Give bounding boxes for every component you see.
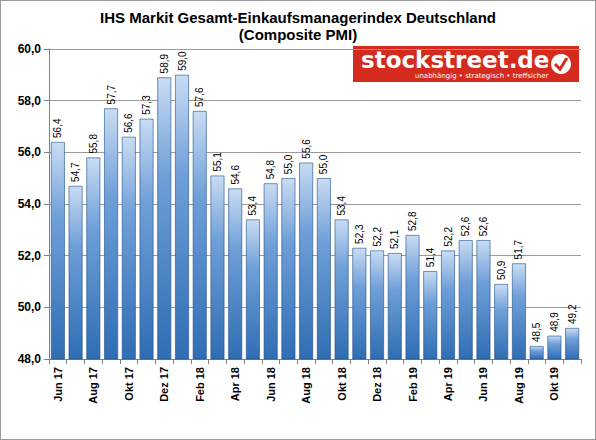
svg-text:Apr 18: Apr 18 (229, 367, 241, 401)
svg-text:52,1: 52,1 (389, 229, 400, 249)
svg-text:55,8: 55,8 (88, 134, 99, 154)
svg-text:52,6: 52,6 (460, 216, 471, 236)
svg-text:49,2: 49,2 (567, 304, 578, 324)
svg-text:48,5: 48,5 (531, 322, 542, 342)
svg-text:55,0: 55,0 (283, 154, 294, 174)
svg-text:54,7: 54,7 (70, 162, 81, 182)
svg-text:50,9: 50,9 (496, 260, 507, 280)
svg-text:52,8: 52,8 (407, 211, 418, 231)
svg-text:51,7: 51,7 (513, 240, 524, 260)
svg-text:Dez 18: Dez 18 (371, 367, 383, 402)
svg-text:56,0: 56,0 (18, 145, 42, 159)
svg-text:54,8: 54,8 (265, 159, 276, 179)
svg-text:Feb 19: Feb 19 (407, 367, 419, 402)
svg-text:58,9: 58,9 (159, 54, 170, 74)
svg-text:51,4: 51,4 (425, 247, 436, 267)
svg-text:56,4: 56,4 (52, 118, 63, 138)
svg-text:57,3: 57,3 (141, 95, 152, 115)
svg-text:50,0: 50,0 (18, 300, 42, 314)
svg-text:52,0: 52,0 (18, 249, 42, 263)
svg-text:Okt 19: Okt 19 (548, 367, 560, 401)
svg-text:Jun 19: Jun 19 (477, 367, 489, 402)
svg-text:48,9: 48,9 (549, 312, 560, 332)
svg-text:55,0: 55,0 (318, 154, 329, 174)
svg-text:Apr 19: Apr 19 (442, 367, 454, 401)
svg-text:52,2: 52,2 (443, 227, 454, 247)
svg-text:53,4: 53,4 (336, 196, 347, 216)
svg-text:58,0: 58,0 (18, 94, 42, 108)
svg-text:Jun 17: Jun 17 (52, 367, 64, 402)
svg-text:Jun 18: Jun 18 (265, 367, 277, 402)
svg-text:Okt 17: Okt 17 (123, 367, 135, 401)
svg-text:52,2: 52,2 (372, 227, 383, 247)
svg-text:59,0: 59,0 (177, 51, 188, 71)
svg-text:Okt 18: Okt 18 (336, 367, 348, 401)
svg-text:Feb 18: Feb 18 (194, 367, 206, 402)
svg-text:Aug 19: Aug 19 (513, 367, 525, 404)
svg-text:(Composite PMI): (Composite PMI) (239, 26, 357, 43)
svg-text:55,1: 55,1 (212, 152, 223, 172)
svg-text:unabhängig • strategisch • tre: unabhängig • strategisch • treffsicher (415, 72, 548, 80)
svg-text:56,6: 56,6 (123, 113, 134, 133)
svg-text:stockstreet.de: stockstreet.de (361, 47, 549, 73)
svg-text:48,0: 48,0 (18, 352, 42, 366)
svg-text:57,6: 57,6 (194, 87, 205, 107)
svg-text:Aug 18: Aug 18 (300, 367, 312, 404)
svg-text:54,6: 54,6 (230, 165, 241, 185)
svg-text:54,0: 54,0 (18, 197, 42, 211)
svg-text:57,7: 57,7 (106, 85, 117, 105)
svg-text:Dez 17: Dez 17 (158, 367, 170, 402)
svg-text:53,4: 53,4 (247, 196, 258, 216)
svg-text:52,6: 52,6 (478, 216, 489, 236)
svg-text:60,0: 60,0 (18, 42, 42, 56)
svg-text:52,3: 52,3 (354, 224, 365, 244)
svg-text:IHS Markit Gesamt-Einkaufsmana: IHS Markit Gesamt-Einkaufsmanagerindex D… (100, 9, 496, 26)
svg-text:55,6: 55,6 (301, 139, 312, 159)
svg-text:Aug 17: Aug 17 (87, 367, 99, 404)
